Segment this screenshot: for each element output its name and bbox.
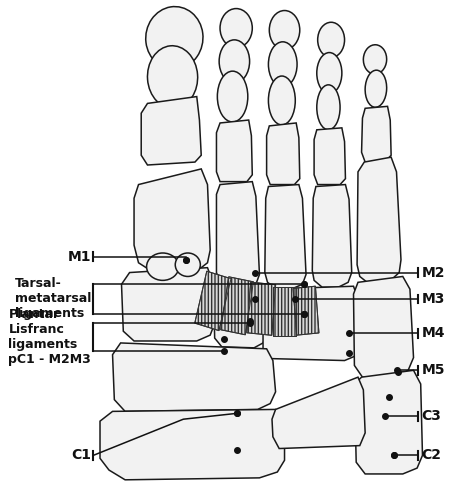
Ellipse shape	[268, 76, 295, 125]
Text: M4: M4	[421, 326, 445, 340]
Polygon shape	[266, 123, 300, 185]
Ellipse shape	[269, 11, 300, 50]
Polygon shape	[354, 277, 413, 377]
Polygon shape	[195, 271, 231, 330]
Polygon shape	[293, 286, 319, 335]
Ellipse shape	[146, 7, 203, 69]
Text: M3: M3	[421, 292, 445, 306]
Text: M1: M1	[68, 250, 91, 264]
Polygon shape	[362, 106, 391, 162]
Ellipse shape	[318, 22, 345, 57]
Text: Tarsal-
metatarsal
ligaments: Tarsal- metatarsal ligaments	[15, 278, 91, 320]
Text: C3: C3	[421, 409, 441, 423]
Polygon shape	[355, 370, 422, 474]
Text: Plantar
Lisfranc
ligaments
pC1 - M2M3: Plantar Lisfranc ligaments pC1 - M2M3	[9, 308, 91, 366]
Polygon shape	[121, 268, 215, 341]
Ellipse shape	[317, 85, 340, 130]
Polygon shape	[357, 157, 401, 284]
Polygon shape	[221, 277, 254, 335]
Polygon shape	[134, 169, 210, 275]
Polygon shape	[112, 343, 275, 411]
Ellipse shape	[146, 253, 179, 280]
Polygon shape	[214, 287, 266, 348]
Polygon shape	[247, 282, 276, 336]
Text: C2: C2	[421, 448, 441, 462]
Text: M2: M2	[421, 266, 445, 280]
Polygon shape	[100, 409, 284, 480]
Ellipse shape	[218, 71, 248, 122]
Ellipse shape	[364, 45, 387, 74]
Ellipse shape	[317, 53, 342, 94]
Polygon shape	[217, 120, 252, 182]
Polygon shape	[272, 377, 365, 449]
Polygon shape	[265, 185, 306, 288]
Ellipse shape	[365, 70, 387, 107]
Text: M5: M5	[421, 363, 445, 377]
Ellipse shape	[219, 40, 250, 83]
Ellipse shape	[268, 42, 297, 87]
Polygon shape	[314, 128, 346, 185]
Polygon shape	[141, 97, 201, 165]
Polygon shape	[312, 185, 352, 287]
Polygon shape	[273, 287, 296, 336]
Ellipse shape	[175, 253, 201, 277]
Polygon shape	[217, 182, 259, 289]
Ellipse shape	[220, 9, 252, 48]
Polygon shape	[263, 286, 361, 361]
Text: C1: C1	[71, 448, 91, 462]
Ellipse shape	[147, 46, 198, 108]
